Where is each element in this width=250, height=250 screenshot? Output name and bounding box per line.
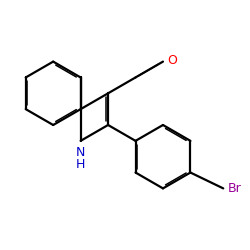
Text: O: O — [167, 54, 177, 66]
Text: N
H: N H — [76, 146, 85, 171]
Text: Br: Br — [228, 182, 242, 195]
